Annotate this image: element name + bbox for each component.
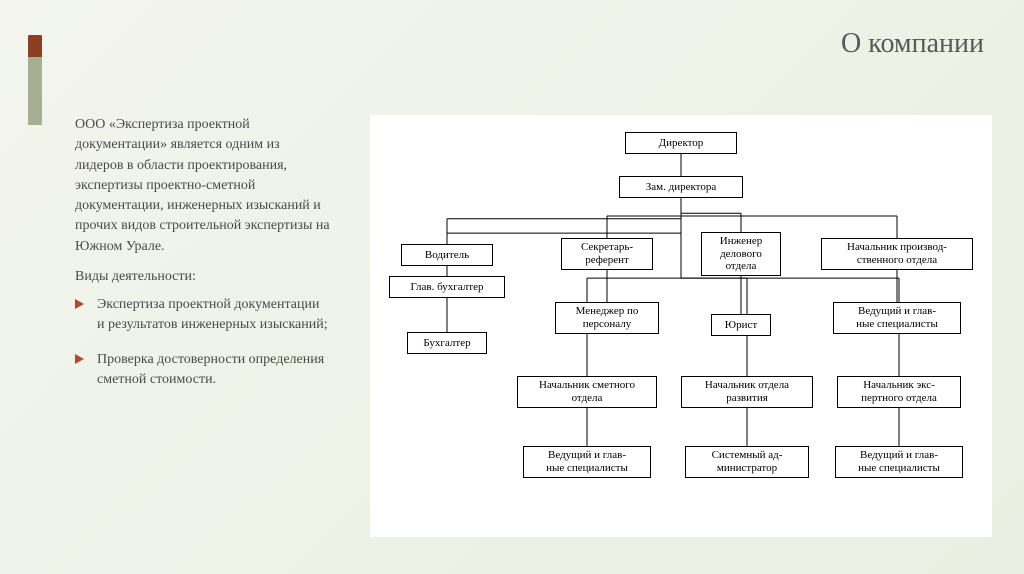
org-node-accountant: Бухгалтер bbox=[407, 332, 487, 354]
side-accent-tip bbox=[28, 35, 42, 57]
org-node-director: Директор bbox=[625, 132, 737, 154]
org-node-devhead: Начальник отделаразвития bbox=[681, 376, 813, 408]
org-node-engineer: Инженерделовогоотдела bbox=[701, 232, 781, 276]
org-chart: Директор Зам. директора Водитель Глав. бухг… bbox=[370, 115, 992, 537]
subhead: Виды деятельности: bbox=[75, 269, 330, 285]
org-node-chiefacc: Глав. бухгалтер bbox=[389, 276, 505, 298]
org-node-leadspec2: Ведущий и глав-ные специалисты bbox=[523, 446, 651, 478]
bullet-list: Экспертиза проектной документации и резу… bbox=[75, 295, 330, 390]
org-node-driver: Водитель bbox=[401, 244, 493, 266]
org-node-leadspec3: Ведущий и глав-ные специалисты bbox=[835, 446, 963, 478]
org-node-leadspec1: Ведущий и глав-ные специалисты bbox=[833, 302, 961, 334]
org-node-sysadmin: Системный ад-министратор bbox=[685, 446, 809, 478]
org-node-lawyer: Юрист bbox=[711, 314, 771, 336]
page-title: О компании bbox=[841, 28, 984, 60]
org-node-smetahead: Начальник сметногоотдела bbox=[517, 376, 657, 408]
org-node-experthead: Начальник экс-пертного отдела bbox=[837, 376, 961, 408]
bullet-item: Экспертиза проектной документации и резу… bbox=[75, 295, 330, 336]
text-block: ООО «Экспертиза проектной документации» … bbox=[75, 115, 330, 404]
org-node-deputy: Зам. директора bbox=[619, 176, 743, 198]
bullet-item: Проверка достоверности определения сметн… bbox=[75, 350, 330, 391]
org-node-hrmanager: Менеджер поперсоналу bbox=[555, 302, 659, 334]
org-node-secretary: Секретарь-референт bbox=[561, 238, 653, 270]
org-node-prodhead: Начальник производ-ственного отдела bbox=[821, 238, 973, 270]
intro-paragraph: ООО «Экспертиза проектной документации» … bbox=[75, 115, 330, 257]
